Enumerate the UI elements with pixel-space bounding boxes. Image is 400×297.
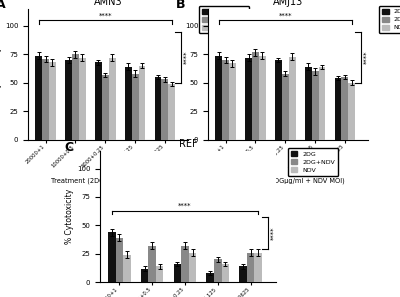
Bar <box>42 59 49 140</box>
Bar <box>222 264 229 282</box>
Bar <box>181 246 189 282</box>
Text: ****: **** <box>183 50 189 64</box>
Title: AMJ13: AMJ13 <box>273 0 303 7</box>
Bar <box>174 264 181 282</box>
Bar <box>35 56 42 140</box>
Bar <box>49 62 56 140</box>
Bar <box>109 58 116 140</box>
Bar <box>132 74 138 140</box>
Bar <box>252 52 259 140</box>
Bar <box>138 66 145 140</box>
Text: ****: **** <box>363 50 369 64</box>
Bar <box>222 60 229 140</box>
Bar <box>318 67 325 140</box>
Bar <box>312 71 318 140</box>
Bar <box>162 79 168 140</box>
Bar <box>245 58 252 140</box>
Text: C: C <box>65 141 74 154</box>
Y-axis label: % Cytotoxicity: % Cytotoxicity <box>65 189 74 244</box>
Title: AMN3: AMN3 <box>94 0 122 7</box>
Bar <box>141 268 148 282</box>
Bar <box>214 259 222 282</box>
Bar <box>259 56 266 140</box>
Bar <box>168 84 175 140</box>
Bar <box>123 255 131 282</box>
Legend: 2DG, 2DG+NDV, NDV: 2DG, 2DG+NDV, NDV <box>288 148 338 176</box>
Text: B: B <box>176 0 186 12</box>
Text: ****: **** <box>178 203 192 209</box>
X-axis label: Treatment (2DGμg/ml + NDV MOI): Treatment (2DGμg/ml + NDV MOI) <box>51 177 165 184</box>
Text: ****: **** <box>278 12 292 19</box>
Bar <box>342 77 348 140</box>
Bar <box>289 57 296 140</box>
Title: REF: REF <box>179 139 197 149</box>
Bar <box>116 238 123 282</box>
Bar <box>79 58 86 140</box>
Bar <box>305 67 312 140</box>
Bar <box>239 266 247 282</box>
Y-axis label: % Cytotoxicity: % Cytotoxicity <box>0 47 2 102</box>
Text: ****: **** <box>98 12 112 19</box>
Bar <box>148 246 156 282</box>
Legend: 2DG, 2DG+NDV, NDV: 2DG, 2DG+NDV, NDV <box>379 6 400 33</box>
Bar <box>282 74 289 140</box>
Bar <box>189 253 196 282</box>
Bar <box>108 232 116 282</box>
Bar <box>275 60 282 140</box>
Bar <box>229 64 236 140</box>
Bar <box>65 60 72 140</box>
Bar <box>125 67 132 140</box>
Bar <box>206 273 214 282</box>
Bar <box>247 253 254 282</box>
X-axis label: Treatment (2DGμg/ml + NDV MOI): Treatment (2DGμg/ml + NDV MOI) <box>231 177 345 184</box>
Bar <box>102 75 109 140</box>
Bar <box>95 62 102 140</box>
Text: ****: **** <box>271 227 277 240</box>
Bar <box>348 83 355 140</box>
Text: A: A <box>0 0 6 12</box>
Bar <box>335 78 342 140</box>
Bar <box>254 253 262 282</box>
Bar <box>155 77 162 140</box>
Legend: 2DG, 2DG+NDV, NDV: 2DG, 2DG+NDV, NDV <box>199 6 249 33</box>
Bar <box>215 56 222 140</box>
Bar <box>72 54 79 140</box>
Bar <box>156 266 164 282</box>
